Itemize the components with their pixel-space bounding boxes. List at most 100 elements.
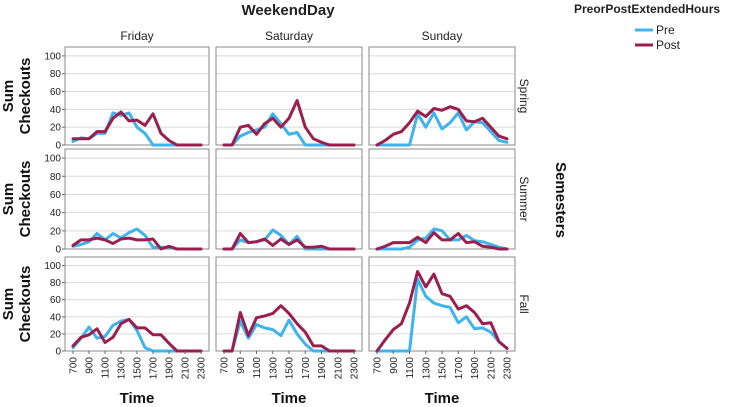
panels [64, 46, 516, 353]
x-tick-label: 1900 [317, 357, 328, 380]
y-tick-label: 100 [44, 154, 61, 165]
x-tick-label: 2300 [503, 357, 514, 380]
series-line-pre [222, 228, 356, 251]
x-tick-label: 1500 [438, 357, 449, 380]
panel-frame [215, 46, 363, 146]
x-tick-label: 1300 [421, 357, 432, 380]
panel-fall-friday [64, 256, 210, 353]
panel-spring-sunday [368, 46, 516, 147]
x-tick-label: 1300 [268, 357, 279, 380]
x-tick-label: 1500 [133, 357, 144, 380]
x-tick-label: 700 [220, 357, 231, 374]
x-tick-label: 1500 [285, 357, 296, 380]
y-axis-label-fall-line2: Checkouts [17, 266, 34, 343]
series-line-post [375, 231, 509, 251]
y-tick-label: 80 [50, 172, 62, 183]
y-tick-label: 100 [44, 51, 61, 62]
panel-frame [368, 148, 516, 250]
x-tick-label: 2300 [350, 357, 361, 380]
x-tick-label: 1700 [149, 357, 160, 380]
x-axis-label: Time [272, 390, 307, 407]
panel-fall-saturday [215, 256, 363, 353]
y-tick-label: 40 [50, 312, 62, 323]
series-line-post [71, 236, 203, 251]
series-line-pre [375, 277, 509, 353]
y-axis-label-spring-line1: Sum [0, 80, 17, 113]
x-tick-label: 2300 [197, 357, 208, 380]
legend-label-pre: Pre [656, 23, 675, 37]
panel-spring-saturday [215, 46, 363, 147]
x-axis-label: Time [425, 390, 460, 407]
chart-title: WeekendDay [241, 2, 335, 19]
panel-frame [215, 256, 363, 352]
row-header-summer: Summer [517, 176, 531, 221]
series-line-post [222, 99, 356, 147]
series-line-post [375, 105, 509, 147]
series-line-post [71, 317, 203, 353]
series-line-pre [375, 227, 509, 251]
panel-frame [64, 148, 210, 250]
y-axis-label-fall-line1: Sum [0, 288, 17, 321]
legend-label-post: Post [656, 38, 681, 52]
y-tick-label: 0 [55, 245, 61, 256]
legend-title: PreorPostExtendedHours [574, 2, 720, 16]
x-tick-label: 1300 [117, 357, 128, 380]
panel-summer-friday [64, 148, 210, 251]
x-tick-label: 900 [389, 357, 400, 374]
series-line-pre [375, 111, 509, 147]
panel-summer-sunday [368, 148, 516, 251]
y-tick-label: 40 [50, 208, 62, 219]
x-tick-label: 1100 [405, 357, 416, 379]
y-tick-label: 20 [50, 226, 62, 237]
y-tick-label: 20 [50, 329, 62, 340]
x-tick-label: 2100 [486, 357, 497, 380]
y-tick-label: 60 [50, 295, 62, 306]
y-tick-label: 0 [55, 347, 61, 358]
y-tick-label: 0 [55, 141, 61, 152]
panel-frame [368, 46, 516, 146]
y-tick-label: 100 [44, 261, 61, 272]
x-tick-label: 2100 [333, 357, 344, 380]
series-line-post [71, 110, 203, 147]
y-tick-label: 80 [50, 278, 62, 289]
row-facet-title: Semesters [552, 162, 569, 238]
x-tick-label: 1900 [470, 357, 481, 380]
y-axis-label-summer-line1: Sum [0, 183, 17, 216]
x-tick-label: 2100 [181, 357, 192, 380]
panel-frame [64, 46, 210, 146]
panel-frame [215, 148, 363, 250]
x-tick-label: 700 [69, 357, 80, 374]
x-tick-label: 900 [236, 357, 247, 374]
y-tick-label: 60 [50, 190, 62, 201]
column-header-saturday: Saturday [265, 29, 313, 43]
series-line-post [222, 304, 356, 353]
x-tick-label: 1700 [301, 357, 312, 380]
x-tick-label: 1700 [454, 357, 465, 380]
row-headers: Spring Summer Fall [517, 79, 531, 314]
row-header-fall: Fall [517, 294, 531, 313]
y-tick-label: 40 [50, 105, 62, 116]
y-axis-label-summer-line2: Checkouts [17, 161, 34, 238]
column-headers: Friday Saturday Sunday [120, 29, 462, 43]
x-axis-label: Time [120, 390, 155, 407]
x-tick-label: 1900 [165, 357, 176, 380]
y-tick-label: 80 [50, 69, 62, 80]
panel-summer-saturday [215, 148, 363, 251]
x-axes: 700 900 1100 1300 1500 1700 1900 2100 2300 Time 70… [69, 351, 514, 407]
y-axis-label-spring-line2: Checkouts [17, 58, 34, 135]
series-line-post [222, 232, 356, 251]
row-header-spring: Spring [517, 79, 531, 114]
x-tick-label: 1100 [252, 357, 263, 379]
x-tick-label: 900 [85, 357, 96, 374]
panel-spring-friday [64, 46, 210, 147]
y-tick-label: 60 [50, 87, 62, 98]
series-line-post [375, 270, 509, 353]
y-tick-label: 20 [50, 123, 62, 134]
column-header-friday: Friday [120, 29, 153, 43]
series-line-pre [71, 111, 203, 147]
series-line-pre [71, 317, 203, 353]
panel-fall-sunday [368, 256, 516, 353]
